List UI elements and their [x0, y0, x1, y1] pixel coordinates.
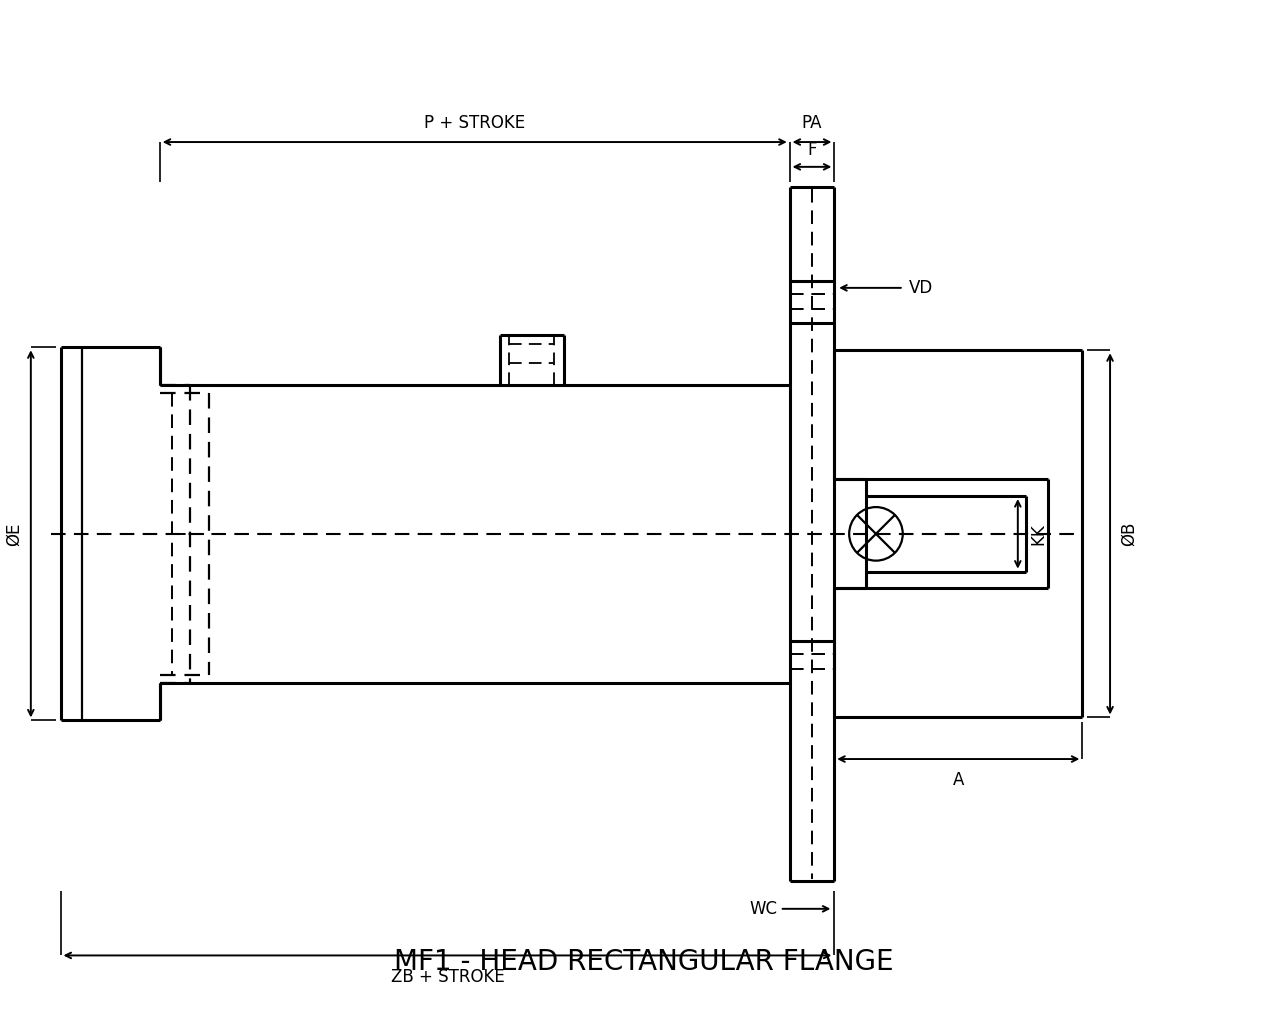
- Text: PA: PA: [801, 114, 822, 132]
- Text: KK: KK: [1030, 523, 1048, 545]
- Text: WC: WC: [750, 900, 778, 918]
- Text: F: F: [808, 141, 817, 159]
- Text: VD: VD: [909, 279, 932, 297]
- Text: ØB: ØB: [1120, 522, 1138, 546]
- Text: P + STROKE: P + STROKE: [424, 114, 525, 132]
- Text: MF1 - HEAD RECTANGULAR FLANGE: MF1 - HEAD RECTANGULAR FLANGE: [394, 948, 894, 976]
- Text: ZB + STROKE: ZB + STROKE: [391, 968, 504, 986]
- Text: ØE: ØE: [5, 522, 23, 546]
- Text: A: A: [953, 771, 964, 789]
